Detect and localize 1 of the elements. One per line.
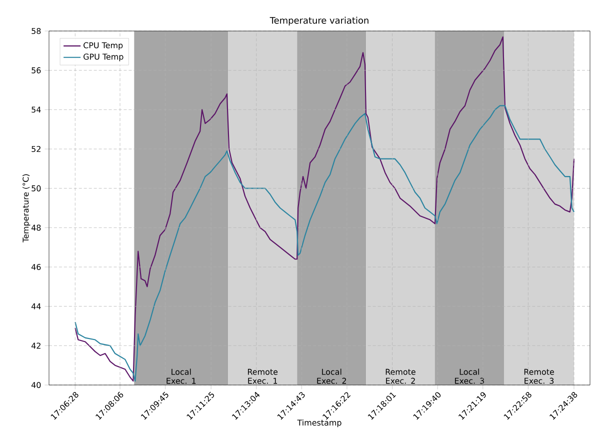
chart-title: Temperature variation — [270, 16, 368, 26]
